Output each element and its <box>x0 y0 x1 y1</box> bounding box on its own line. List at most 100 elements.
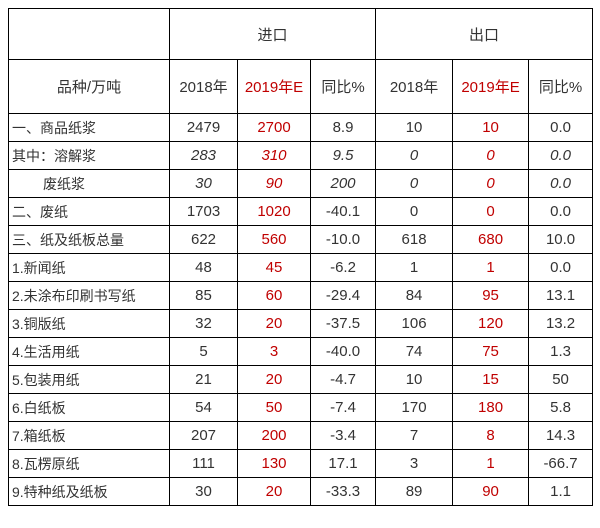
value-cell: 30 <box>169 169 238 198</box>
value-cell: -7.4 <box>309 393 377 422</box>
value-cell: -37.5 <box>309 309 377 338</box>
value-cell: -10.0 <box>309 225 377 254</box>
corner-blank-cell <box>8 8 170 60</box>
export-2019e-header: 2019年E <box>452 59 530 114</box>
row-label: 5.包装用纸 <box>8 365 170 394</box>
value-cell: 14.3 <box>528 421 594 450</box>
value-cell: 8.9 <box>309 113 377 142</box>
value-cell: 560 <box>237 225 311 254</box>
value-cell: 75 <box>452 337 530 366</box>
value-cell: -3.4 <box>309 421 377 450</box>
export-yoy-header: 同比% <box>528 59 594 114</box>
value-cell: 3 <box>375 449 454 478</box>
value-cell: 89 <box>375 477 454 506</box>
value-cell: 5 <box>169 337 238 366</box>
value-cell: 95 <box>452 281 530 310</box>
row-label: 其中：溶解浆 <box>8 141 170 170</box>
import-2018-header: 2018年 <box>169 59 238 114</box>
value-cell: 0 <box>375 169 454 198</box>
value-cell: 74 <box>375 337 454 366</box>
value-cell: 1 <box>452 253 530 282</box>
value-cell: 60 <box>237 281 311 310</box>
value-cell: 84 <box>375 281 454 310</box>
table-row: 7.箱纸板 207 200 -3.4 7 8 14.3 <box>8 421 594 450</box>
value-cell: 1.3 <box>528 337 594 366</box>
value-cell: 120 <box>452 309 530 338</box>
value-cell: -40.1 <box>309 197 377 226</box>
value-cell: 2700 <box>237 113 311 142</box>
column-header-row: 品种/万吨 2018年 2019年E 同比% 2018年 2019年E 同比% <box>8 59 594 114</box>
value-cell: 1703 <box>169 197 238 226</box>
value-cell: 622 <box>169 225 238 254</box>
value-cell: 8 <box>452 421 530 450</box>
value-cell: 30 <box>169 477 238 506</box>
table-row: 2.未涂布印刷书写纸 85 60 -29.4 84 95 13.1 <box>8 281 594 310</box>
value-cell: 15 <box>452 365 530 394</box>
value-cell: 20 <box>237 309 311 338</box>
table-row: 3.铜版纸 32 20 -37.5 106 120 13.2 <box>8 309 594 338</box>
table-row: 废纸浆 30 90 200 0 0 0.0 <box>8 169 594 198</box>
value-cell: 106 <box>375 309 454 338</box>
value-cell: 50 <box>528 365 594 394</box>
value-cell: -4.7 <box>309 365 377 394</box>
value-cell: 48 <box>169 253 238 282</box>
value-cell: 180 <box>452 393 530 422</box>
value-cell: 200 <box>237 421 311 450</box>
value-cell: 111 <box>169 449 238 478</box>
row-label: 一、商品纸浆 <box>8 113 170 142</box>
value-cell: -66.7 <box>528 449 594 478</box>
value-cell: 20 <box>237 477 311 506</box>
value-cell: 130 <box>237 449 311 478</box>
value-cell: 0 <box>375 197 454 226</box>
export-2018-header: 2018年 <box>375 59 454 114</box>
value-cell: 0.0 <box>528 197 594 226</box>
value-cell: 32 <box>169 309 238 338</box>
value-cell: 85 <box>169 281 238 310</box>
value-cell: 9.5 <box>309 141 377 170</box>
value-cell: 7 <box>375 421 454 450</box>
table-row: 5.包装用纸 21 20 -4.7 10 15 50 <box>8 365 594 394</box>
row-label: 7.箱纸板 <box>8 421 170 450</box>
group-header-row: 进口 出口 <box>8 8 594 60</box>
value-cell: -29.4 <box>309 281 377 310</box>
value-cell: -40.0 <box>309 337 377 366</box>
row-label: 6.白纸板 <box>8 393 170 422</box>
value-cell: 207 <box>169 421 238 450</box>
row-label: 废纸浆 <box>8 169 170 198</box>
row-label: 3.铜版纸 <box>8 309 170 338</box>
value-cell: 0 <box>375 141 454 170</box>
row-label: 1.新闻纸 <box>8 253 170 282</box>
value-cell: 17.1 <box>309 449 377 478</box>
import-2019e-header: 2019年E <box>237 59 311 114</box>
value-cell: 13.2 <box>528 309 594 338</box>
value-cell: 10 <box>375 365 454 394</box>
value-cell: 0 <box>452 141 530 170</box>
import-group-header: 进口 <box>168 8 377 60</box>
table-row: 三、纸及纸板总量 622 560 -10.0 618 680 10.0 <box>8 225 594 254</box>
value-cell: 90 <box>452 477 530 506</box>
table-row: 9.特种纸及纸板 30 20 -33.3 89 90 1.1 <box>8 477 594 506</box>
value-cell: 50 <box>237 393 311 422</box>
table-body: 一、商品纸浆 2479 2700 8.9 10 10 0.0 其中：溶解浆 283 310 9.5 0… <box>8 113 594 506</box>
value-cell: 3 <box>237 337 311 366</box>
import-yoy-header: 同比% <box>309 59 377 114</box>
table-row: 1.新闻纸 48 45 -6.2 1 1 0.0 <box>8 253 594 282</box>
value-cell: 0.0 <box>528 141 594 170</box>
value-cell: 1 <box>375 253 454 282</box>
value-cell: 170 <box>375 393 454 422</box>
value-cell: 0.0 <box>528 169 594 198</box>
table-row: 其中：溶解浆 283 310 9.5 0 0 0.0 <box>8 141 594 170</box>
value-cell: 45 <box>237 253 311 282</box>
value-cell: 0.0 <box>528 113 594 142</box>
value-cell: 618 <box>375 225 454 254</box>
value-cell: 1020 <box>237 197 311 226</box>
value-cell: 90 <box>237 169 311 198</box>
value-cell: 13.1 <box>528 281 594 310</box>
export-group-header: 出口 <box>375 8 594 60</box>
value-cell: 21 <box>169 365 238 394</box>
import-export-table: 进口 出口 品种/万吨 2018年 2019年E 同比% 2018年 2019年… <box>8 8 594 506</box>
row-label: 9.特种纸及纸板 <box>8 477 170 506</box>
value-cell: 680 <box>452 225 530 254</box>
value-cell: 0.0 <box>528 253 594 282</box>
